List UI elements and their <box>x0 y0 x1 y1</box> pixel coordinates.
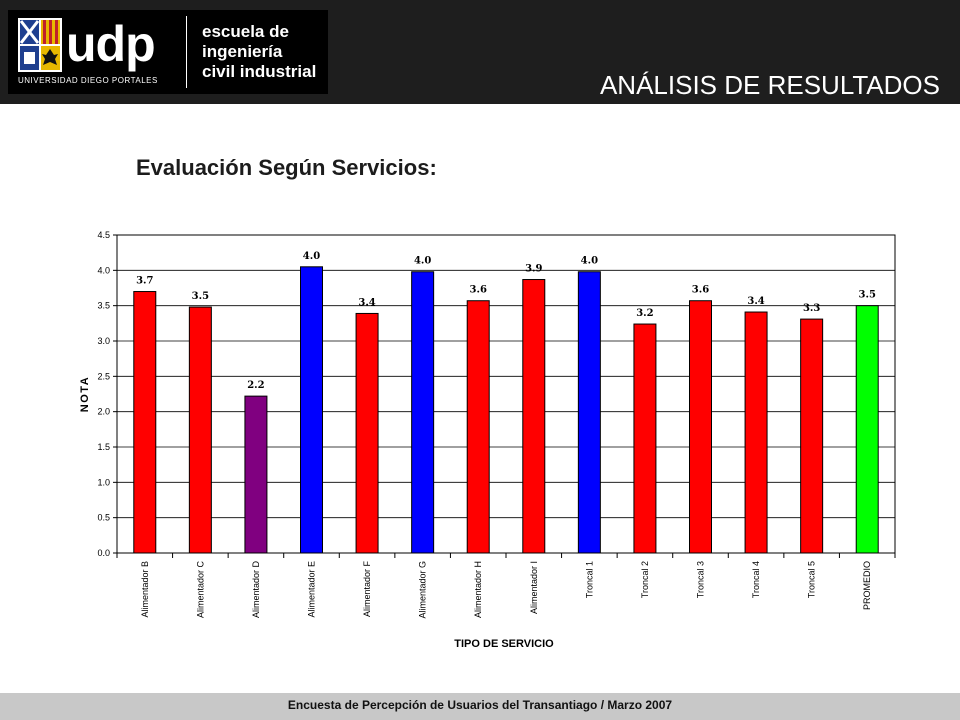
data-label: 3.6 <box>470 285 487 296</box>
x-axis-label: TIPO DE SERVICIO <box>454 638 554 650</box>
y-tick-label: 0.5 <box>97 513 110 523</box>
data-label: 3.4 <box>358 297 375 308</box>
data-label: 4.0 <box>581 256 598 267</box>
logo-divider <box>186 16 187 88</box>
y-tick-label: 0.0 <box>97 548 110 558</box>
x-tick-label: Troncal 5 <box>807 561 817 598</box>
y-tick-label: 1.0 <box>97 477 110 487</box>
y-tick-label: 3.5 <box>97 301 110 311</box>
school-line-2: ingeniería <box>202 42 283 61</box>
data-label: 3.6 <box>692 285 709 296</box>
x-tick-label: Alimentador H <box>473 561 483 618</box>
x-tick-label: Alimentador I <box>529 561 539 614</box>
bar <box>689 300 712 554</box>
x-tick-label: Troncal 3 <box>696 561 706 598</box>
data-label: 3.5 <box>859 290 876 301</box>
x-tick-label: Alimentador E <box>307 561 317 618</box>
bar <box>355 312 379 554</box>
x-tick-label: Troncal 4 <box>751 561 761 598</box>
data-label: 3.5 <box>192 291 209 302</box>
plot-frame <box>116 234 896 554</box>
x-axis-ticks: Alimentador B Alimentador C Alimentador D A… <box>116 553 896 619</box>
y-tick-label: 2.5 <box>97 371 110 381</box>
x-tick-label: Troncal 2 <box>640 561 650 598</box>
data-label: 3.4 <box>747 296 764 307</box>
x-tick-label: Alimentador F <box>362 561 372 618</box>
bar <box>300 266 323 554</box>
bar <box>133 291 157 554</box>
chart-data-labels: 3.7 3.5 2.2 4.0 3.4 4.0 3.6 3.9 4.0 3.2 3.6 3.4 3.3 3… <box>136 251 876 391</box>
bar <box>188 306 212 554</box>
bar <box>466 300 490 554</box>
bar-chart: 0.0 0.5 1.0 1.5 2.0 2.5 3.0 3.5 4.0 4.5 3.7 3.5 2.2… <box>79 230 896 650</box>
data-label: 4.0 <box>303 251 320 262</box>
header-bar: udp UNIVERSIDAD DIEGO PORTALES escuela d… <box>0 0 960 104</box>
school-name: escuela de ingeniería civil industrial <box>202 22 316 82</box>
x-tick-label: Alimentador B <box>140 561 150 618</box>
university-name: UNIVERSIDAD DIEGO PORTALES <box>18 76 158 85</box>
data-label: 3.9 <box>525 264 542 275</box>
shield-icon <box>18 18 62 72</box>
bar <box>522 279 546 554</box>
page-title: ANÁLISIS DE RESULTADOS <box>599 70 940 100</box>
y-tick-label: 3.0 <box>97 336 110 346</box>
bar <box>633 323 657 554</box>
x-tick-label: Alimentador C <box>195 561 205 619</box>
y-tick-label: 1.5 <box>97 442 110 452</box>
footer-bar: Encuesta de Percepción de Usuarios del T… <box>0 693 960 720</box>
data-label: 3.3 <box>803 303 820 314</box>
data-label: 2.2 <box>247 380 264 391</box>
school-line-3: civil industrial <box>202 62 317 81</box>
y-tick-label: 4.5 <box>97 230 110 240</box>
bar <box>411 271 435 554</box>
data-label: 3.7 <box>136 276 153 287</box>
data-label: 4.0 <box>414 256 431 267</box>
x-tick-label: Alimentador G <box>418 561 428 619</box>
bar <box>744 311 768 554</box>
udp-logo: udp UNIVERSIDAD DIEGO PORTALES escuela d… <box>8 10 328 94</box>
data-label: 3.2 <box>636 308 653 319</box>
chart-bars <box>133 266 879 554</box>
logo-wordmark: udp <box>66 16 156 72</box>
x-tick-label: PROMEDIO <box>862 561 872 610</box>
bar <box>855 305 879 554</box>
bar <box>800 318 824 554</box>
y-tick-label: 2.0 <box>97 407 110 417</box>
bar <box>577 271 601 554</box>
chart-gridlines <box>117 234 895 554</box>
y-axis-ticks: 0.0 0.5 1.0 1.5 2.0 2.5 3.0 3.5 4.0 4.5 <box>97 230 117 558</box>
section-title: Evaluación Según Servicios: <box>136 155 437 180</box>
y-axis-label: NOTA <box>79 376 91 412</box>
bar <box>244 395 268 554</box>
x-tick-label: Alimentador D <box>251 561 261 619</box>
footer-text: Encuesta de Percepción de Usuarios del T… <box>287 698 673 712</box>
x-tick-label: Troncal 1 <box>584 561 594 598</box>
school-line-1: escuela de <box>202 22 289 41</box>
y-tick-label: 4.0 <box>97 265 110 275</box>
